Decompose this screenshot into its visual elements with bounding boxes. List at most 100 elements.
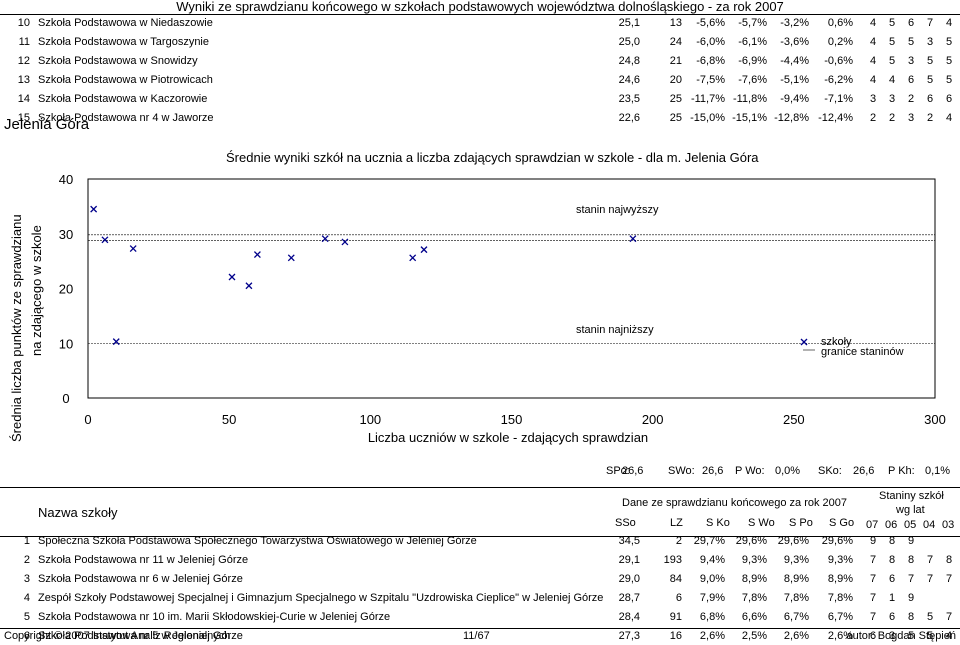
student-count: 91 — [669, 611, 682, 623]
avg-score: 24,6 — [618, 74, 640, 86]
column-year-03: 03 — [942, 519, 955, 531]
table-header: Nazwa szkoły Dane ze sprawdzianu końcowe… — [0, 487, 960, 537]
stanine-04: 2 — [926, 112, 934, 124]
row-number: 12 — [17, 55, 30, 67]
stanine-05: 2 — [907, 93, 915, 105]
table-row: 6 Szkoła Podstawowa nr 5 w Jeleniej Górz… — [0, 627, 960, 645]
student-count: 193 — [663, 554, 682, 566]
stanine-03: 7 — [945, 573, 953, 585]
school-name: Społeczna Szkoła Podstawowa Społecznego … — [38, 535, 477, 547]
value-wo: 29,6% — [735, 535, 767, 547]
school-name: Szkoła Podstawowa nr 4 w Jaworze — [38, 112, 214, 124]
table-row: 4 Zespół Szkoły Podstawowej Specjalnej i… — [0, 589, 960, 607]
school-name: Szkoła Podstawowa w Kaczorowie — [38, 93, 208, 105]
column-school-name: Nazwa szkoły — [38, 505, 118, 520]
student-count: 25 — [669, 112, 682, 124]
avg-score: 22,6 — [618, 112, 640, 124]
stanine-05: 8 — [907, 611, 915, 623]
data-point — [321, 235, 329, 243]
stanine-06: 2 — [888, 112, 896, 124]
footer-copyright: Copyright © 2007 Instytut Analiz Regiona… — [4, 630, 231, 642]
value-ko: 9,0% — [699, 573, 725, 585]
stanine-04: 7 — [926, 554, 934, 566]
value-go: 0,6% — [827, 17, 853, 29]
stanine-03: 7 — [945, 611, 953, 623]
stanine-04: 3 — [926, 36, 934, 48]
value-ko: -6,0% — [696, 36, 725, 48]
stanine-06: 8 — [888, 554, 896, 566]
value-wo: -15,1% — [732, 112, 767, 124]
stanine-05: 3 — [907, 112, 915, 124]
school-name: Szkoła Podstawowa nr 6 w Jeleniej Górze — [38, 573, 243, 585]
report-header: Wyniki ze sprawdzianu końcowego w szkoła… — [0, 0, 960, 15]
value-po: 6,7% — [783, 611, 809, 623]
stat-swo-label: SWo: — [668, 465, 695, 477]
school-name: Szkoła Podstawowa nr 5 w Jeleniej Górze — [38, 630, 243, 642]
column-stanines-title: Staniny szkół — [879, 490, 944, 502]
avg-score: 34,5 — [618, 535, 640, 547]
value-po: -3,6% — [780, 36, 809, 48]
stanine-07: 7 — [869, 573, 877, 585]
table-row: 1 Społeczna Szkoła Podstawowa Społeczneg… — [0, 532, 960, 550]
value-ko: -15,0% — [690, 112, 725, 124]
value-ko: 6,8% — [699, 611, 725, 623]
stanine-07: 2 — [869, 112, 877, 124]
stanine-06: 8 — [888, 535, 896, 547]
legend: szkoły granice staninów — [800, 336, 904, 358]
stanine-06: 1 — [888, 592, 896, 604]
avg-score: 29,1 — [618, 554, 640, 566]
data-point — [629, 235, 637, 243]
stat-sko-label: SKo: — [818, 465, 842, 477]
stanine-07: 6 — [869, 630, 877, 642]
avg-score: 25,1 — [618, 17, 640, 29]
column-sko: S Ko — [706, 517, 730, 529]
student-count: 25 — [669, 93, 682, 105]
scatter-chart: 0 10 20 30 40 0 50 100 150 200 250 300 Średnia lic… — [9, 172, 946, 445]
row-number: 1 — [23, 535, 30, 547]
stanine-07: 7 — [869, 592, 877, 604]
y-tick-label: 10 — [59, 336, 73, 351]
school-name: Szkoła Podstawowa w Niedaszowie — [38, 17, 213, 29]
stanine-05: 6 — [907, 17, 915, 29]
x-tick-label: 200 — [642, 412, 664, 427]
student-count: 13 — [669, 17, 682, 29]
row-number: 11 — [18, 36, 30, 48]
y-tick-label: 20 — [59, 282, 73, 297]
school-name: Szkoła Podstawowa w Piotrowicach — [38, 74, 213, 86]
value-ko: -11,7% — [690, 93, 725, 105]
footer-page-number: 11/67 — [463, 630, 490, 642]
table-row: 11 Szkoła Podstawowa w Targoszynie 25,0 … — [0, 33, 960, 51]
chart-title: Średnie wyniki szkół na ucznia a liczba … — [226, 150, 759, 165]
y-tick-label: 30 — [59, 227, 73, 242]
value-ko: -7,5% — [696, 74, 725, 86]
value-go: 6,7% — [827, 611, 853, 623]
value-wo: -11,8% — [732, 93, 767, 105]
row-number: 4 — [23, 592, 30, 604]
stanine-05: 9 — [907, 592, 915, 604]
legend-label-schools: szkoły — [821, 336, 852, 348]
table-row: 12 Szkoła Podstawowa w Snowidzy 24,8 21 … — [0, 52, 960, 70]
data-point — [228, 273, 236, 281]
footer: Copyright © 2007 Instytut Analiz Regiona… — [0, 628, 960, 643]
data-point — [420, 246, 428, 254]
value-wo: 2,5% — [741, 630, 767, 642]
data-point — [112, 338, 120, 346]
stanine-04: 6 — [926, 93, 934, 105]
column-year-04: 04 — [923, 519, 936, 531]
school-name: Zespół Szkoły Podstawowej Specjalnej i G… — [38, 592, 604, 604]
stanine-04: 7 — [926, 573, 934, 585]
value-po: -3,2% — [780, 17, 809, 29]
stanine-03: 6 — [945, 93, 953, 105]
row-number: 6 — [23, 630, 30, 642]
stanine-06: 3 — [888, 93, 896, 105]
stanine-05: 6 — [907, 74, 915, 86]
stat-spo-label: SPo: — [606, 465, 630, 477]
stanine-06: 5 — [888, 55, 896, 67]
value-go: 7,8% — [827, 592, 853, 604]
avg-score: 28,7 — [618, 592, 640, 604]
data-point — [253, 251, 261, 259]
value-po: 29,6% — [777, 535, 809, 547]
row-number: 14 — [17, 93, 30, 105]
data-point — [287, 254, 295, 262]
avg-score: 27,3 — [618, 630, 640, 642]
